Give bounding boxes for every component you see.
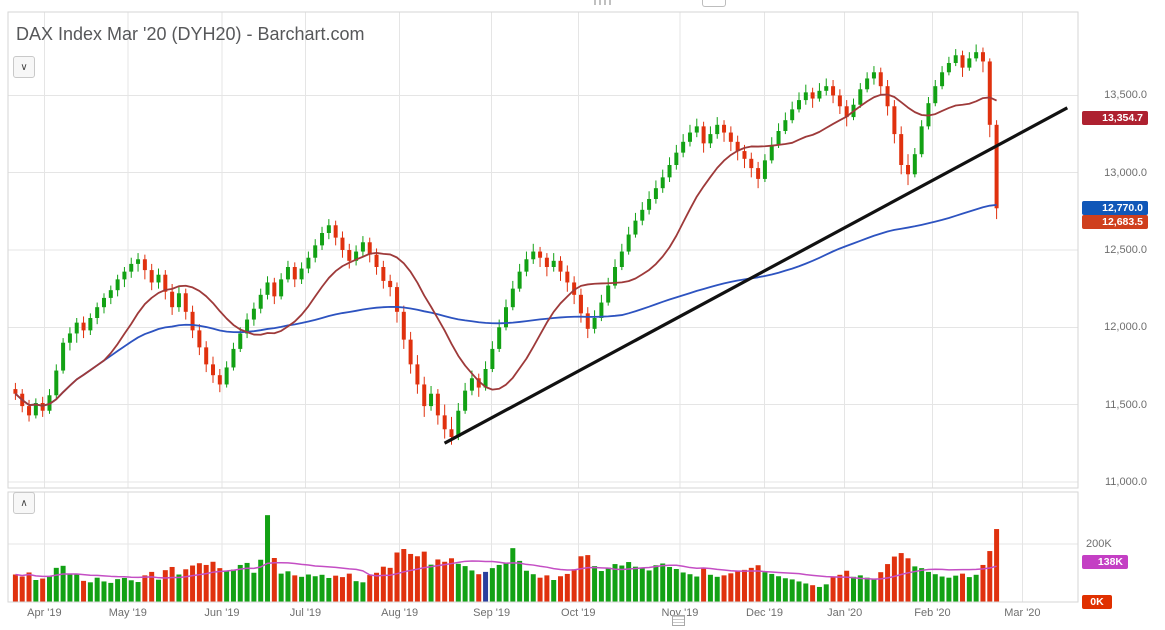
- volume-bars: [12, 515, 1000, 602]
- time-axis-label: Feb '20: [914, 607, 951, 619]
- time-axis-label: May '19: [108, 607, 147, 619]
- ma-slow-value-badge: 12,683.5: [1082, 214, 1148, 229]
- price-tick-label: 12,500.0: [1104, 244, 1147, 256]
- zero-volume-badge: 0K: [1082, 595, 1112, 609]
- volume-tick-label: 200K: [1086, 538, 1112, 551]
- ma-fast-line: [14, 93, 997, 407]
- time-axis-label: Nov '19: [661, 607, 699, 619]
- ma-fast-value-badge: 13,354.7: [1082, 110, 1148, 125]
- pane-resize-handle[interactable]: [672, 615, 685, 626]
- price-tick-label: 11,000.0: [1104, 475, 1147, 488]
- volume-pane-collapse-button[interactable]: ∧: [13, 492, 35, 514]
- pane-borders: [7, 11, 1079, 603]
- time-axis-label: Jan '20: [827, 607, 863, 619]
- time-axis-label: Apr '19: [27, 607, 62, 619]
- price-tick-label: 12,000.0: [1104, 321, 1147, 334]
- chart-title: DAX Index Mar '20 (DYH20) - Barchart.com: [16, 24, 365, 44]
- chevron-up-icon: ∧: [20, 497, 28, 509]
- ma-slow-line: [14, 203, 997, 407]
- avg-volume-badge: 138K: [1082, 555, 1128, 570]
- time-axis-label: Mar '20: [1004, 607, 1041, 619]
- time-axis-label: Aug '19: [381, 607, 419, 619]
- chevron-down-icon: ∨: [20, 61, 28, 73]
- toolbar-fragment-button[interactable]: [702, 0, 726, 7]
- trendline[interactable]: [443, 106, 1069, 445]
- time-axis-label: Jul '19: [289, 607, 322, 619]
- main-pane-collapse-button[interactable]: ∨: [13, 56, 35, 78]
- volume-average-line: [15, 560, 997, 580]
- price-tick-label: 11,500.0: [1104, 398, 1147, 411]
- price-tick-label: 13,500.0: [1104, 89, 1147, 102]
- time-axis-label: Sep '19: [473, 607, 511, 619]
- last-price-badge: 12,770.0: [1082, 201, 1148, 216]
- time-axis-label: Jun '19: [204, 607, 240, 619]
- gridlines: [8, 12, 1078, 602]
- time-axis-label: Oct '19: [561, 607, 596, 619]
- price-tick-label: 13,000.0: [1104, 166, 1147, 179]
- time-axis-label: Dec '19: [746, 607, 783, 619]
- toolbar-fragment-grip-icon[interactable]: [594, 0, 614, 5]
